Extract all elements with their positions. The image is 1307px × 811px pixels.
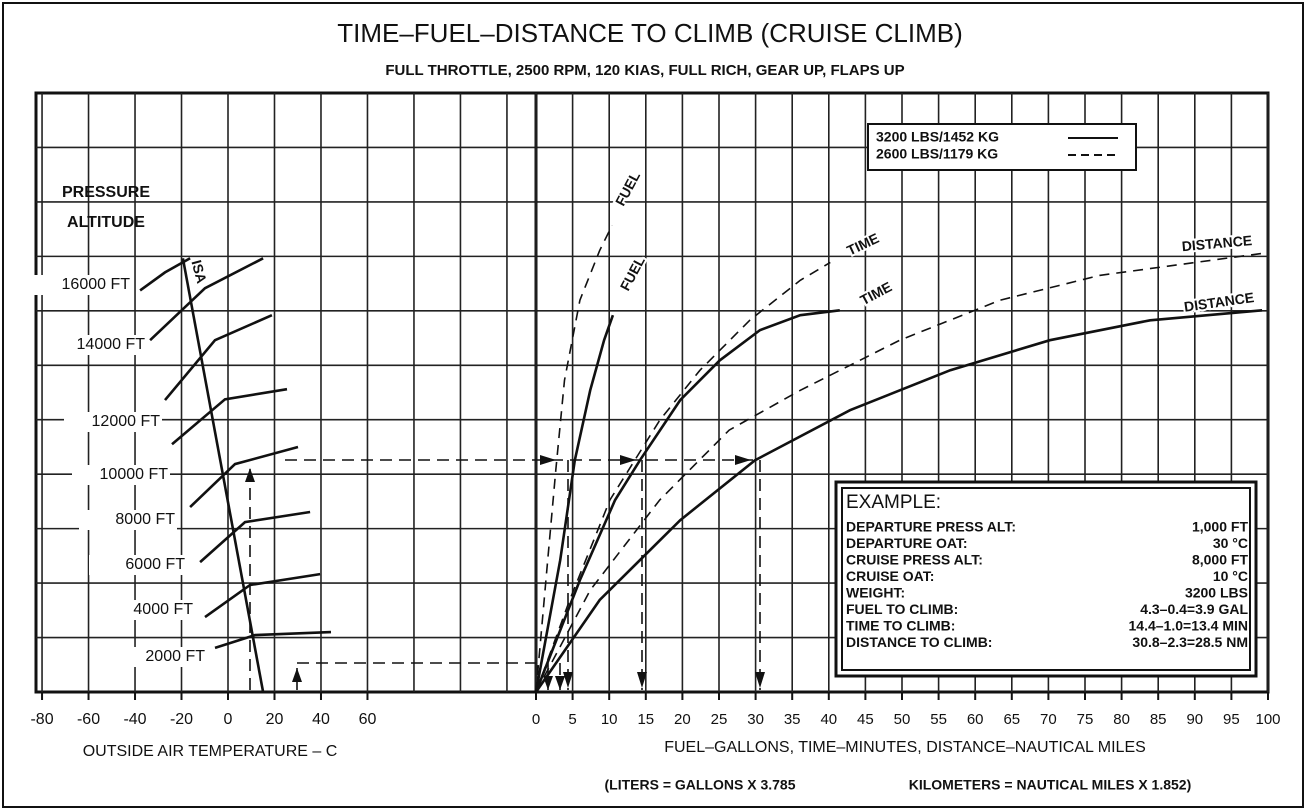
- x-tick-label: 35: [784, 711, 801, 728]
- label-bg: [79, 510, 177, 530]
- label-bg: [34, 275, 132, 295]
- curve-label: TIME: [844, 230, 881, 259]
- label-bg: [97, 600, 195, 620]
- legend-label: 3200 LBS/1452 KG: [876, 129, 999, 145]
- example-value: 30.8–2.3=28.5 NM: [1132, 634, 1248, 650]
- label-bg: [109, 647, 207, 667]
- x-tick-label: 80: [1113, 711, 1130, 728]
- example-label: FUEL TO CLIMB:: [846, 601, 958, 617]
- curve-label: DISTANCE: [1181, 232, 1253, 254]
- x-tick-label: 55: [930, 711, 947, 728]
- altitude-label: 8000 FT: [115, 511, 175, 528]
- climb-curve: [534, 309, 1263, 693]
- label-bg: [72, 465, 170, 485]
- example-value: 4.3–0.4=3.9 GAL: [1140, 601, 1248, 617]
- example-value: 30 °C: [1213, 535, 1248, 551]
- x-tick-label: 65: [1003, 711, 1020, 728]
- altitude-label: 4000 FT: [133, 601, 193, 618]
- x-tick-label: 60: [359, 711, 377, 728]
- x-tick-label: 0: [224, 711, 233, 728]
- note: (LITERS = GALLONS X 3.785: [605, 777, 796, 793]
- x-tick-label: 50: [894, 711, 911, 728]
- y-axis-label: ALTITUDE: [67, 214, 145, 231]
- example-box: [834, 480, 1258, 678]
- x-tick-label: 40: [820, 711, 837, 728]
- arrowheads: [245, 455, 765, 690]
- x-tick-label: 60: [967, 711, 984, 728]
- x-tick-label: 0: [532, 711, 540, 728]
- legend-label: 2600 LBS/1179 KG: [876, 146, 998, 162]
- x-tick-label: 45: [857, 711, 874, 728]
- x-tick-label: 75: [1077, 711, 1094, 728]
- example-box-inner: [841, 487, 1251, 671]
- x-tick-label: 5: [568, 711, 576, 728]
- x-tick-label: 20: [674, 711, 691, 728]
- x-tick-label: -40: [123, 711, 146, 728]
- legend-box: [867, 123, 1137, 171]
- chart-subtitle: FULL THROTTLE, 2500 RPM, 120 KIAS, FULL …: [385, 62, 904, 79]
- chart-title: TIME–FUEL–DISTANCE TO CLIMB (CRUISE CLIM…: [337, 18, 963, 48]
- example-value: 14.4–1.0=13.4 MIN: [1129, 618, 1248, 634]
- note: KILOMETERS = NAUTICAL MILES X 1.852): [909, 777, 1192, 793]
- climb-curve: [534, 309, 840, 693]
- climb-curve: [534, 314, 615, 693]
- x-tick-label: -60: [77, 711, 100, 728]
- altitude-label: 6000 FT: [125, 556, 185, 573]
- example-value: 8,000 FT: [1192, 552, 1248, 568]
- altitude-curve: [214, 630, 332, 650]
- x-tick-label: 70: [1040, 711, 1057, 728]
- example-value: 1,000 FT: [1192, 519, 1248, 535]
- isa-label: ISA: [189, 258, 210, 285]
- example-label: TIME TO CLIMB:: [846, 618, 955, 634]
- x-tick-label: 25: [711, 711, 728, 728]
- curve-label: TIME: [857, 278, 894, 308]
- altitude-curve: [189, 445, 299, 509]
- example-label: DISTANCE TO CLIMB:: [846, 634, 992, 650]
- x-tick-label: 100: [1255, 711, 1280, 728]
- example-label: CRUISE OAT:: [846, 568, 934, 584]
- label-bg: [89, 555, 187, 575]
- x-tick-label: 30: [747, 711, 764, 728]
- x-tick-label: 10: [601, 711, 618, 728]
- x-axis-label: OUTSIDE AIR TEMPERATURE – C: [83, 743, 338, 760]
- x-tick-label: 15: [637, 711, 654, 728]
- x-tick-label: 40: [312, 711, 330, 728]
- example-label: DEPARTURE OAT:: [846, 535, 968, 551]
- example-path: [245, 455, 765, 690]
- example-label: WEIGHT:: [846, 585, 905, 601]
- altitude-curve: [139, 257, 191, 292]
- x-tick-label: -20: [170, 711, 193, 728]
- example-label: DEPARTURE PRESS ALT:: [846, 519, 1016, 535]
- altitude-curve: [204, 572, 321, 619]
- example-label: CRUISE PRESS ALT:: [846, 552, 983, 568]
- altitude-curve: [199, 510, 311, 564]
- climb-curve: [535, 252, 1263, 693]
- climb-curve: [535, 261, 831, 693]
- x-tick-label: 85: [1150, 711, 1167, 728]
- x-axis-label: FUEL–GALLONS, TIME–MINUTES, DISTANCE–NAU…: [664, 739, 1146, 756]
- altitude-curve: [149, 257, 264, 342]
- altitude-label: 10000 FT: [100, 466, 169, 483]
- altitude-curve: [164, 314, 273, 401]
- x-tick-label: -80: [30, 711, 53, 728]
- x-tick-label: 95: [1223, 711, 1240, 728]
- label-bg: [49, 335, 147, 355]
- altitude-label: 12000 FT: [92, 413, 161, 430]
- example-title: EXAMPLE:: [846, 492, 941, 513]
- example-line: [249, 459, 761, 690]
- altitude-label: 2000 FT: [145, 648, 205, 665]
- example-value: 10 °C: [1213, 568, 1248, 584]
- climb-curve: [535, 224, 613, 693]
- y-axis-label: PRESSURE: [62, 184, 150, 201]
- altitude-label: 16000 FT: [62, 276, 131, 293]
- example-value: 3200 LBS: [1185, 585, 1248, 601]
- label-bg: [64, 412, 162, 432]
- x-tick-label: 20: [266, 711, 284, 728]
- x-tick-label: 90: [1186, 711, 1203, 728]
- altitude-label: 14000 FT: [77, 336, 146, 353]
- altitude-curve: [171, 387, 288, 446]
- curve-label: FUEL: [617, 253, 648, 293]
